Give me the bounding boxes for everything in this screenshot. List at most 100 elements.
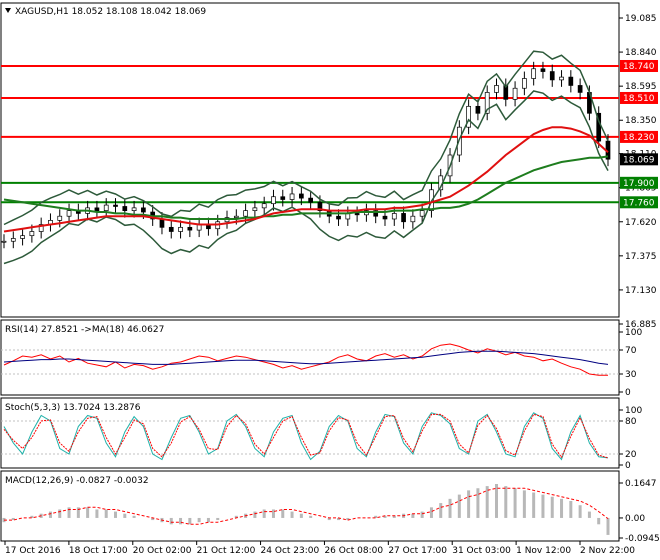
macd-panel-frame bbox=[0, 470, 620, 542]
candle-body bbox=[38, 224, 44, 232]
price-tick-label: 16.885 bbox=[625, 320, 657, 330]
price-tick-label: 18.350 bbox=[625, 116, 657, 126]
time-tick-label: 17 Oct 2016 bbox=[5, 546, 61, 556]
level-label-bg bbox=[620, 91, 658, 104]
candle-body bbox=[512, 87, 518, 100]
moving-average-red bbox=[3, 126, 609, 233]
candle-body bbox=[233, 215, 239, 218]
candle-body bbox=[401, 213, 406, 223]
price-tick-label: 17.620 bbox=[625, 218, 657, 228]
macd-title: MACD(12,26,9) -0.0827 -0.0032 bbox=[5, 476, 149, 486]
candle-body bbox=[187, 226, 193, 231]
rsi-line bbox=[3, 343, 608, 376]
candle-body bbox=[596, 112, 602, 142]
candle-body bbox=[391, 213, 397, 220]
level-label-text: 18.510 bbox=[623, 94, 655, 104]
price-title: XAGUSD,H1 18.052 18.108 18.042 18.069 bbox=[5, 7, 206, 17]
candle-body bbox=[540, 68, 546, 72]
candle-body bbox=[1, 240, 7, 243]
indicator-tick-label: -0.0945 bbox=[625, 534, 660, 544]
rsi-ma-line bbox=[3, 350, 609, 365]
candle-body bbox=[131, 207, 137, 211]
stoch-panel-frame bbox=[0, 397, 620, 469]
candle-body bbox=[484, 92, 490, 114]
price-tick-label: 17.375 bbox=[625, 252, 657, 262]
time-tick-label: 1 Nov 12:00 bbox=[516, 546, 571, 556]
candle-body bbox=[354, 213, 360, 216]
stoch-main-line bbox=[3, 412, 609, 461]
current-price-label: 18.069 bbox=[623, 155, 655, 165]
level-labels: 18.740 18.510 18.230 17.900 17.760 18.069 bbox=[620, 59, 658, 209]
candle-body bbox=[271, 196, 276, 205]
level-label-text: 17.900 bbox=[623, 179, 655, 189]
candle-body bbox=[289, 193, 295, 200]
indicator-tick-label: 70 bbox=[625, 346, 637, 356]
candle-body bbox=[373, 210, 379, 217]
current-price-bg bbox=[620, 153, 658, 166]
candle-body bbox=[122, 206, 128, 211]
price-panel-frame bbox=[0, 2, 620, 318]
candle-body bbox=[299, 193, 304, 199]
level-label-text: 18.740 bbox=[623, 62, 655, 72]
candle-body bbox=[503, 85, 509, 100]
candle-body bbox=[261, 203, 267, 209]
indicator-tick-label: 0 bbox=[625, 388, 631, 398]
candle-body bbox=[577, 85, 583, 93]
candle-body bbox=[308, 197, 313, 203]
rsi-axis: 100 70 30 0 bbox=[619, 328, 642, 398]
price-title-text: XAGUSD,H1 18.052 18.108 18.042 18.069 bbox=[15, 7, 206, 17]
candle-body bbox=[531, 68, 537, 79]
candle-body bbox=[382, 215, 388, 220]
price-panel: 19.08518.84018.59518.35018.11017.86517.6… bbox=[0, 2, 658, 330]
indicator-tick-label: 80 bbox=[625, 417, 637, 427]
candle-body bbox=[522, 78, 527, 89]
candle-body bbox=[159, 218, 165, 228]
time-tick-label: 18 Oct 17:00 bbox=[69, 546, 128, 556]
candle-body bbox=[168, 226, 174, 232]
bollinger-lower-band bbox=[3, 90, 609, 265]
candle-body bbox=[494, 85, 499, 93]
candle-body bbox=[57, 215, 63, 221]
candle-body bbox=[20, 235, 25, 239]
rsi-series bbox=[1, 343, 619, 376]
price-tick-label: 18.840 bbox=[625, 48, 657, 58]
indicator-tick-label: 0 bbox=[625, 461, 631, 471]
indicator-tick-label: 0.00 bbox=[625, 514, 645, 524]
price-series bbox=[1, 50, 611, 265]
candle-body bbox=[317, 201, 323, 211]
candle-body bbox=[568, 76, 574, 86]
candle-body bbox=[113, 204, 118, 207]
candle-body bbox=[29, 231, 35, 237]
indicator-tick-label: 20 bbox=[625, 450, 637, 460]
level-label-bg bbox=[620, 196, 658, 209]
rsi-title: RSI(14) 27.8521 ->MA(18) 46.0627 bbox=[5, 325, 164, 335]
price-tick-label: 19.085 bbox=[625, 14, 657, 24]
stoch-signal-line bbox=[3, 413, 609, 459]
time-tick-label: 31 Oct 03:00 bbox=[452, 546, 511, 556]
macd-series bbox=[2, 483, 610, 535]
time-tick-label: 26 Oct 08:00 bbox=[324, 546, 383, 556]
candle-body bbox=[466, 105, 471, 128]
candle-body bbox=[252, 207, 258, 211]
price-tick-label: 18.595 bbox=[625, 82, 657, 92]
macd-axis: 0.1647 0.00 -0.0945 bbox=[619, 479, 660, 544]
candle-body bbox=[410, 215, 416, 223]
price-tick-label: 17.130 bbox=[625, 286, 657, 296]
indicator-tick-label: 30 bbox=[625, 370, 637, 380]
moving-average-green bbox=[3, 155, 609, 220]
time-tick-label: 20 Oct 02:00 bbox=[133, 546, 192, 556]
menu-triangle-icon[interactable] bbox=[5, 8, 11, 13]
stoch-series bbox=[1, 412, 619, 461]
time-tick-label: 2 Nov 22:00 bbox=[580, 546, 635, 556]
candle-body bbox=[141, 207, 146, 213]
candle-body bbox=[94, 207, 100, 211]
candle-body bbox=[475, 105, 481, 114]
candle-body bbox=[243, 210, 248, 217]
candle-body bbox=[103, 204, 109, 211]
time-tick-label: 24 Oct 23:00 bbox=[261, 546, 320, 556]
macd-panel: 0.1647 0.00 -0.0945 MACD(12,26,9) -0.0827 … bbox=[0, 470, 660, 544]
